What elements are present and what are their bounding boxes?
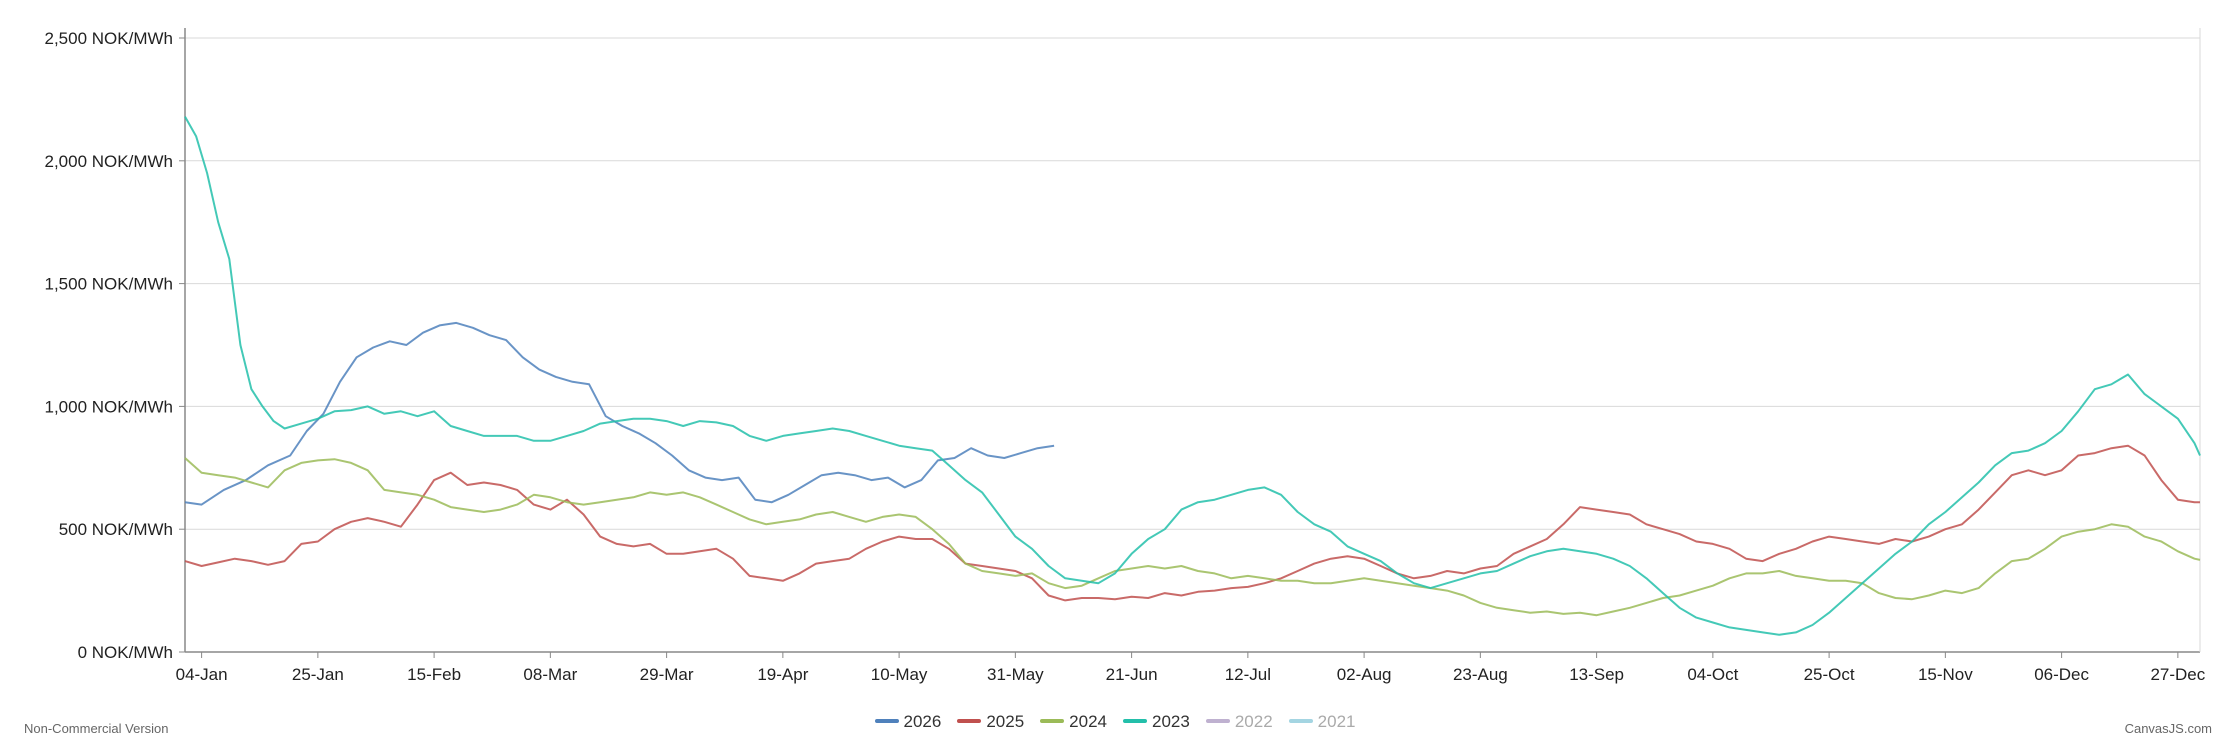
x-tick-label: 31-May [987,665,1044,684]
legend-swatch [1205,718,1230,723]
chart-legend: 2026 2025 2024 2023 2022 2021 [0,712,2230,732]
y-tick-label: 1,500 NOK/MWh [45,275,174,294]
x-tick-label: 19-Apr [757,665,808,684]
x-tick-label: 02-Aug [1337,665,1392,684]
x-tick-label: 25-Jan [292,665,344,684]
x-tick-label: 12-Jul [1225,665,1271,684]
legend-label: 2023 [1152,712,1190,731]
x-tick-label: 04-Oct [1687,665,1738,684]
legend-label: 2021 [1317,712,1356,731]
x-tick-label: 25-Oct [1804,665,1855,684]
legend-item-2022[interactable]: 2022 [1205,712,1273,732]
canvasjs-credit-link[interactable]: CanvasJS.com [2124,721,2212,736]
y-tick-label: 2,000 NOK/MWh [45,152,174,171]
legend-label: 2026 [903,712,942,731]
legend-item-2024[interactable]: 2024 [1040,712,1107,732]
x-tick-label: 06-Dec [2034,665,2089,684]
gridlines [185,37,2200,653]
line-chart: 0 NOK/MWh 500 NOK/MWh 1,000 NOK/MWh 1,500 N… [45,28,2206,684]
legend-swatch [1040,718,1065,723]
legend-item-2023[interactable]: 2023 [1123,712,1190,732]
x-tick-label: 29-Mar [640,665,694,684]
legend-swatch [1288,718,1313,723]
x-tick-label: 08-Mar [523,665,577,684]
legend-swatch [957,718,982,723]
y-tick-label: 0 NOK/MWh [78,643,173,662]
x-tick-label: 27-Dec [2150,665,2205,684]
legend-item-2026[interactable]: 2026 [874,712,942,732]
legend-label: 2024 [1069,712,1107,731]
x-tick-label: 15-Nov [1918,665,1973,684]
y-tick-label: 2,500 NOK/MWh [45,29,174,48]
x-tick-label: 21-Jun [1106,665,1158,684]
axes: 0 NOK/MWh 500 NOK/MWh 1,000 NOK/MWh 1,500 N… [45,28,2206,684]
y-tick-label: 500 NOK/MWh [59,520,173,539]
x-tick-label: 10-May [871,665,928,684]
series-line-2026[interactable] [184,321,1055,506]
series-line-2023[interactable] [184,116,2201,636]
non-commercial-label: Non-Commercial Version [24,721,169,736]
series-lines [184,116,2201,636]
x-tick-label: 04-Jan [176,665,228,684]
legend-label: 2022 [1234,712,1273,731]
x-tick-label: 15-Feb [407,665,461,684]
legend-item-2025[interactable]: 2025 [957,712,1024,732]
legend-label: 2025 [986,712,1025,731]
legend-swatch [874,718,899,723]
y-tick-label: 1,000 NOK/MWh [45,397,174,416]
series-line-2025[interactable] [184,444,2200,602]
series-line-2024[interactable] [184,457,2201,617]
legend-swatch [1123,718,1147,723]
x-tick-label: 13-Sep [1569,665,1624,684]
legend-item-2021[interactable]: 2021 [1288,712,1356,732]
x-tick-label: 23-Aug [1453,665,1508,684]
